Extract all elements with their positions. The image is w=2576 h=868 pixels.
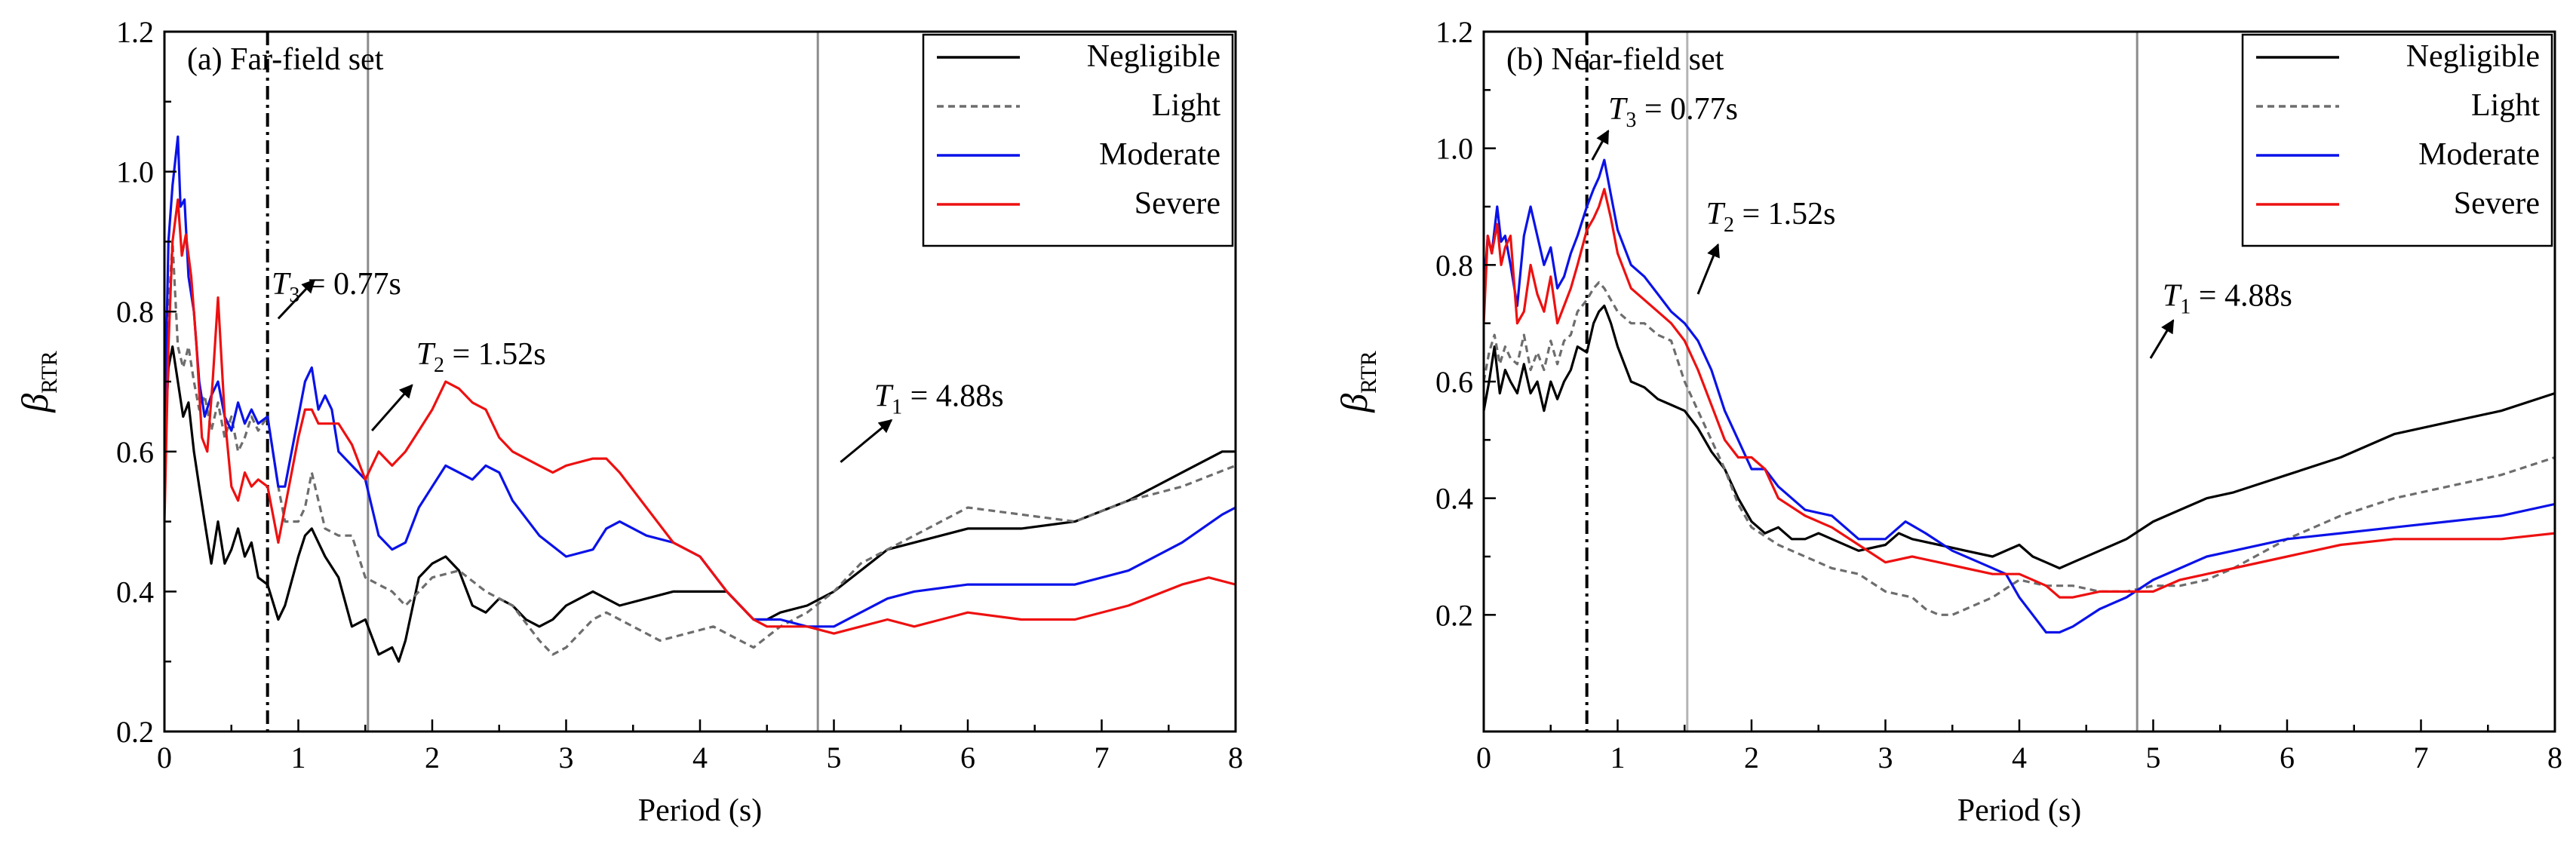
legend-box xyxy=(2241,33,2553,247)
annotation-arrow xyxy=(1696,243,1720,295)
annotation-label: T1 = 4.88s xyxy=(874,379,1004,419)
y-tick-label: 0.2 xyxy=(1435,598,1473,632)
series-line-negligible xyxy=(1484,304,2555,570)
y-tick-label: 1.2 xyxy=(1435,15,1473,49)
legend-label-light: Light xyxy=(1152,88,1220,123)
annotation-arrow xyxy=(2149,319,2175,359)
annotation-value: = 1.52s xyxy=(1734,197,1836,232)
x-tick-label: 0 xyxy=(157,741,172,774)
annotation-label: T3 = 0.77s xyxy=(1608,92,1738,132)
series-line-light xyxy=(164,240,1236,656)
series-line-severe xyxy=(1484,188,2555,599)
series-line-light xyxy=(1484,281,2555,616)
series-group xyxy=(1484,158,2555,634)
y-tick-label: 0.6 xyxy=(1435,365,1473,399)
y-axis-label-subscript: RTR xyxy=(37,351,62,394)
x-axis-label: Period (s) xyxy=(1957,793,2081,828)
annotation-subscript: 3 xyxy=(1626,109,1636,132)
annotation-label: T2 = 1.52s xyxy=(416,337,546,377)
annotation-subscript: 3 xyxy=(289,284,299,307)
x-tick-label: 7 xyxy=(1095,741,1110,774)
x-tick-label: 1 xyxy=(1610,741,1626,774)
legend-label-negligible: Negligible xyxy=(1087,39,1220,74)
legend-label-light: Light xyxy=(2471,88,2540,123)
annotation-symbol: T xyxy=(1706,197,1726,232)
annotation-symbol: T xyxy=(416,337,436,372)
x-tick-label: 6 xyxy=(2280,741,2295,774)
annotation-label: T3 = 0.77s xyxy=(272,267,401,307)
y-tick-label: 0.8 xyxy=(116,295,154,329)
annotation-value: = 4.88s xyxy=(902,379,1004,413)
legend-label-moderate: Moderate xyxy=(1099,137,1220,172)
legend-label-negligible: Negligible xyxy=(2406,39,2540,74)
x-tick-label: 2 xyxy=(425,741,440,774)
annotation-symbol: T xyxy=(1608,92,1628,127)
y-tick-label: 0.4 xyxy=(116,575,154,609)
annotation-label: T1 = 4.88s xyxy=(2163,278,2292,318)
annotation-subscript: 1 xyxy=(2180,295,2191,318)
x-tick-label: 0 xyxy=(1476,741,1491,774)
annotation-arrow xyxy=(1591,129,1610,161)
x-tick-label: 5 xyxy=(827,741,842,774)
panel-label: (b) Near-field set xyxy=(1506,42,1724,77)
panel-near-field: 0 1 2 3 4 5 6 7 8 0.2 0.4 0.6 0.8 1.0 1.2 Period (s) βRT… xyxy=(1333,15,2562,828)
x-tick-label: 3 xyxy=(1878,741,1893,774)
y-axis-label-subscript: RTR xyxy=(1356,351,1381,394)
legend-label-severe: Severe xyxy=(1134,186,1220,221)
annotation-arrow xyxy=(277,279,316,320)
y-tick-label: 0.8 xyxy=(1435,248,1473,282)
annotation-arrow xyxy=(840,419,893,463)
legend-label-moderate: Moderate xyxy=(2418,137,2540,172)
y-tick-label: 0.2 xyxy=(116,715,154,749)
series-line-moderate xyxy=(164,135,1236,628)
annotation-symbol: T xyxy=(2163,278,2182,313)
x-tick-label: 7 xyxy=(2414,741,2429,774)
y-axis-label-symbol: β xyxy=(14,394,56,413)
x-tick-label: 5 xyxy=(2146,741,2161,774)
y-tick-label: 0.6 xyxy=(116,435,154,469)
panel-label: (a) Far-field set xyxy=(187,42,384,77)
y-tick-label: 1.2 xyxy=(116,15,154,49)
annotation-value: = 0.77s xyxy=(299,267,401,302)
x-tick-label: 8 xyxy=(2547,741,2562,774)
series-line-negligible xyxy=(164,345,1236,663)
x-tick-label: 8 xyxy=(1228,741,1243,774)
annotation-subscript: 2 xyxy=(1724,213,1734,237)
y-axis-label: βRTR xyxy=(1333,351,1381,413)
annotation-value: = 4.88s xyxy=(2191,278,2292,313)
series-line-severe xyxy=(164,198,1236,635)
annotation-symbol: T xyxy=(272,267,291,302)
y-axis-label-symbol: β xyxy=(1333,394,1375,413)
annotation-subscript: 1 xyxy=(892,395,902,419)
y-tick-label: 1.0 xyxy=(116,155,154,189)
legend: Negligible Light Moderate Severe xyxy=(2241,33,2553,247)
annotation-value: = 1.52s xyxy=(444,337,546,372)
legend: Negligible Light Moderate Severe xyxy=(922,33,1234,247)
x-tick-label: 4 xyxy=(692,741,708,774)
legend-label-severe: Severe xyxy=(2454,186,2540,221)
y-tick-label: 0.4 xyxy=(1435,482,1473,516)
x-tick-label: 6 xyxy=(960,741,975,774)
annotation-arrow xyxy=(371,384,413,431)
x-tick-label: 2 xyxy=(1744,741,1759,774)
x-axis-label: Period (s) xyxy=(638,793,762,828)
y-axis-label: βRTR xyxy=(14,351,62,413)
annotation-subscript: 2 xyxy=(434,354,444,377)
series-group xyxy=(164,135,1236,663)
x-tick-label: 4 xyxy=(2012,741,2027,774)
annotation-value: = 0.77s xyxy=(1636,92,1738,127)
panel-far-field: 0 1 2 3 4 5 6 7 8 0.2 0.4 0.6 0.8 1.0 1.2 Period (s) βRT… xyxy=(14,15,1243,828)
x-tick-label: 1 xyxy=(291,741,306,774)
y-tick-label: 1.0 xyxy=(1435,132,1473,166)
series-line-moderate xyxy=(1484,158,2555,634)
annotation-symbol: T xyxy=(874,379,894,413)
x-tick-label: 3 xyxy=(559,741,574,774)
annotation-label: T2 = 1.52s xyxy=(1706,197,1836,237)
legend-box xyxy=(922,33,1234,247)
